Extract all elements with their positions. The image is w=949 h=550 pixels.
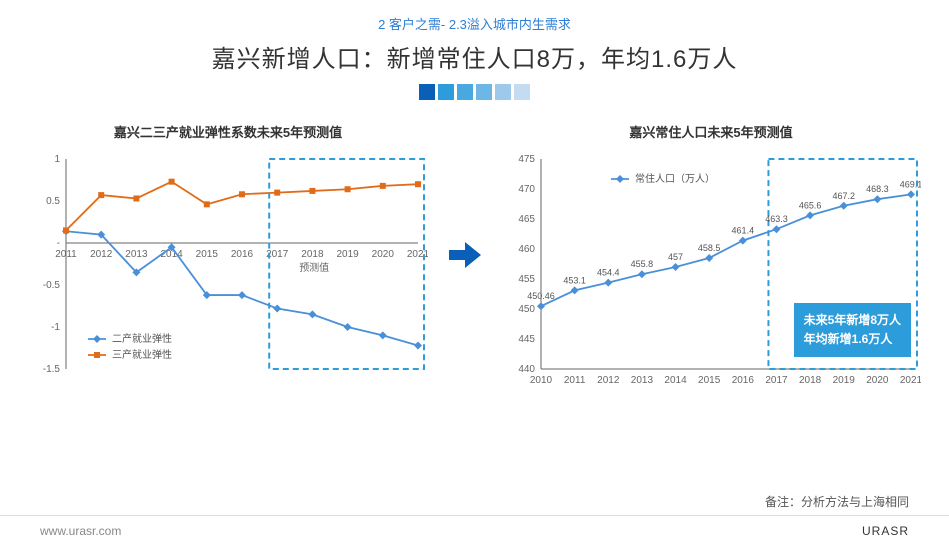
breadcrumb: 2 客户之需- 2.3溢入城市内生需求: [0, 14, 949, 33]
svg-text:-: -: [57, 238, 60, 249]
svg-text:2021: 2021: [900, 375, 921, 386]
svg-text:2011: 2011: [564, 375, 586, 386]
svg-text:457: 457: [668, 252, 683, 262]
page-title: 嘉兴新增人口：新增常住人口8万，年均1.6万人: [0, 39, 949, 74]
svg-text:-1.5: -1.5: [43, 364, 61, 375]
svg-text:2014: 2014: [664, 375, 687, 386]
svg-text:2012: 2012: [597, 375, 620, 386]
svg-text:2015: 2015: [698, 375, 721, 386]
svg-text:453.1: 453.1: [563, 275, 586, 285]
svg-text:458.5: 458.5: [698, 243, 721, 253]
svg-text:2011: 2011: [55, 249, 77, 260]
svg-text:461.4: 461.4: [732, 226, 755, 236]
svg-text:467.2: 467.2: [832, 191, 855, 201]
chart-left-svg: -1.5-1-0.5-0.512011201220132014201520162…: [28, 149, 428, 409]
svg-text:470: 470: [518, 184, 535, 195]
svg-text:2012: 2012: [90, 249, 113, 260]
svg-text:2013: 2013: [631, 375, 654, 386]
svg-text:2018: 2018: [301, 249, 324, 260]
svg-text:2020: 2020: [372, 249, 395, 260]
chart-right-svg: 440 445 450 455 460 465 470 475 2010 2011 2012 2013…: [501, 149, 921, 409]
svg-text:2016: 2016: [231, 249, 254, 260]
svg-text:455.8: 455.8: [631, 259, 654, 269]
svg-text:-1: -1: [51, 322, 60, 333]
svg-text:463.3: 463.3: [765, 214, 788, 224]
svg-text:1: 1: [54, 154, 60, 165]
svg-text:2013: 2013: [125, 249, 148, 260]
svg-text:454.4: 454.4: [597, 268, 620, 278]
svg-text:2010: 2010: [530, 375, 553, 386]
svg-text:2015: 2015: [196, 249, 219, 260]
svg-text:469.1: 469.1: [900, 179, 921, 189]
chart-left: 嘉兴二三产就业弹性系数未来5年预测值 -1.5-1-0.5-0.51201120…: [28, 122, 428, 409]
chart-left-title: 嘉兴二三产就业弹性系数未来5年预测值: [28, 122, 428, 141]
svg-text:2017: 2017: [765, 375, 788, 386]
svg-text:465.6: 465.6: [799, 200, 822, 210]
svg-text:468.3: 468.3: [866, 184, 889, 194]
svg-text:常住人口（万人）: 常住人口（万人）: [635, 172, 715, 185]
footnote: 备注：分析方法与上海相同: [765, 493, 909, 510]
svg-text:2019: 2019: [336, 249, 359, 260]
svg-text:预测值: 预测值: [299, 261, 329, 274]
svg-text:2020: 2020: [866, 375, 889, 386]
chart-right-title: 嘉兴常住人口未来5年预测值: [501, 122, 921, 141]
decor-squares: [0, 84, 949, 100]
chart-right: 嘉兴常住人口未来5年预测值 440 445 450 455 460 465 470 475 20…: [501, 122, 921, 409]
footer: www.urasr.com URASR: [0, 515, 949, 538]
svg-text:-0.5: -0.5: [43, 280, 61, 291]
svg-text:二产就业弹性: 二产就业弹性: [112, 332, 172, 345]
svg-text:三产就业弹性: 三产就业弹性: [112, 348, 172, 361]
svg-text:445: 445: [518, 334, 535, 345]
svg-text:455: 455: [518, 274, 535, 285]
svg-text:450.46: 450.46: [527, 291, 555, 301]
svg-text:2016: 2016: [732, 375, 755, 386]
callout-box: 未来5年新增8万人年均新增1.6万人: [794, 303, 911, 357]
arrow-icon: [449, 242, 481, 268]
svg-text:465: 465: [518, 214, 535, 225]
svg-text:450: 450: [518, 304, 535, 315]
svg-text:475: 475: [518, 154, 535, 165]
svg-text:0.5: 0.5: [46, 196, 60, 207]
svg-text:440: 440: [518, 364, 535, 375]
svg-text:2018: 2018: [799, 375, 822, 386]
svg-text:2019: 2019: [833, 375, 856, 386]
svg-text:460: 460: [518, 244, 535, 255]
